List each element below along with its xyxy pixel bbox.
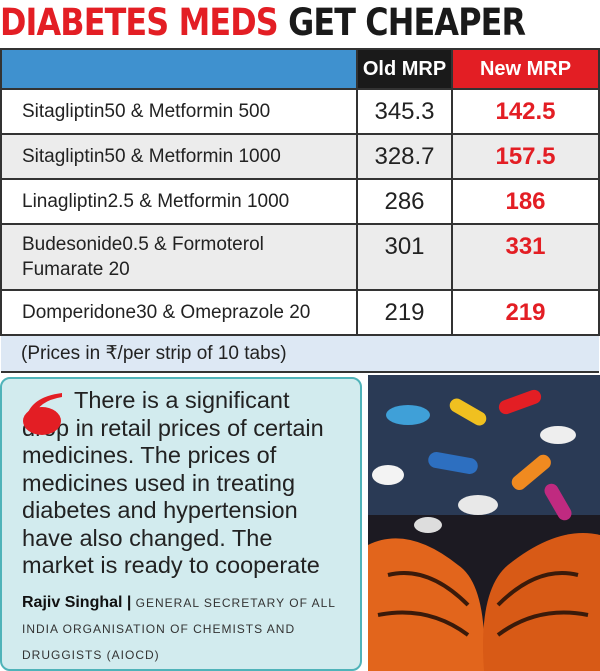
header-old-mrp: Old MRP — [356, 48, 453, 90]
quote-text: There is a significant drop in retail pr… — [22, 387, 324, 578]
pills-in-hands-illustration — [368, 375, 600, 671]
quote-attribution: Rajiv Singhal | GENERAL SECRETARY OF ALL… — [22, 593, 336, 662]
table-row: Domperidone30 & Omeprazole 20 219 219 — [0, 289, 600, 336]
price-table: Old MRP New MRP Sitagliptin50 & Metformi… — [0, 48, 600, 373]
table-row: Linagliptin2.5 & Metformin 1000 286 186 — [0, 178, 600, 225]
table-row: Budesonide0.5 & Formoterol Fumarate 20 30… — [0, 223, 600, 291]
header-new-mrp: New MRP — [451, 48, 600, 90]
header-drug — [0, 48, 357, 90]
table-header: Old MRP New MRP — [0, 48, 600, 90]
quote-mark-icon — [23, 393, 62, 435]
table-row: Sitagliptin50 & Metformin 500 345.3 142.5 — [0, 88, 600, 135]
table-note-row: (Prices in ₹/per strip of 10 tabs) — [1, 334, 599, 373]
headline: DIABETES MEDS GET CHEAPER — [0, 1, 526, 44]
table-row: Sitagliptin50 & Metformin 1000 328.7 157.5 — [0, 133, 600, 180]
quote-box: There is a significant drop in retail pr… — [0, 377, 362, 671]
